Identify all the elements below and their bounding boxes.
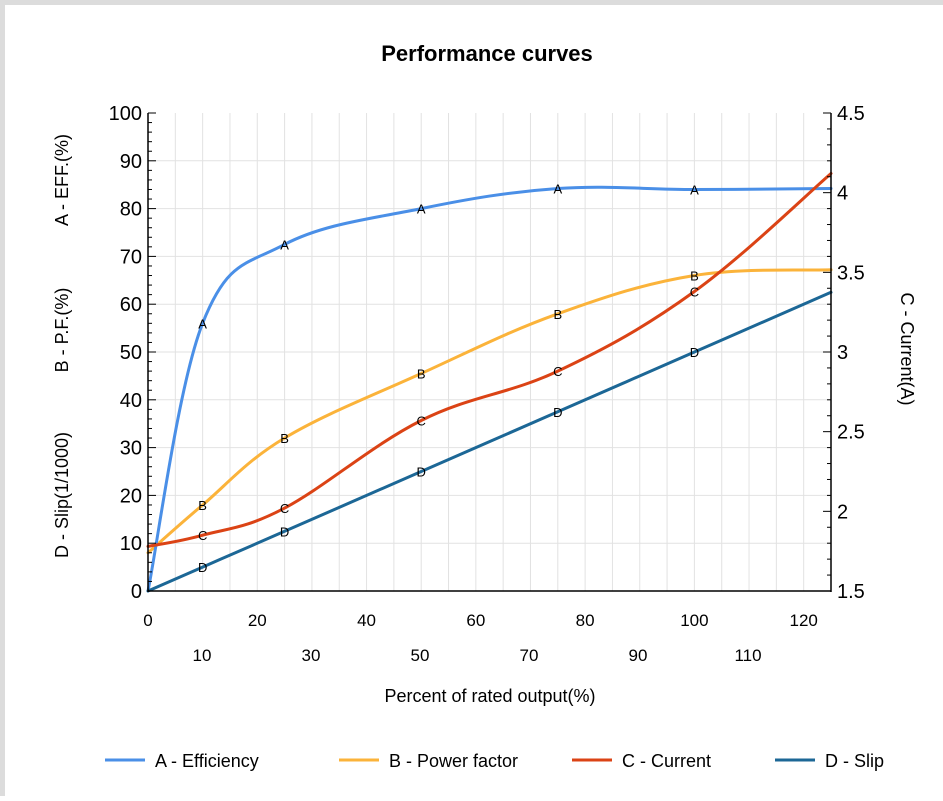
legend-label-d: D - Slip — [825, 751, 884, 771]
x-axis-label: Percent of rated output(%) — [384, 686, 595, 706]
x-tick-label-secondary: 110 — [734, 646, 761, 665]
series-line-c — [146, 172, 833, 548]
series-marker-d: D — [417, 465, 426, 480]
series-marker-a: A — [280, 237, 289, 252]
series-marker-a: A — [417, 202, 426, 217]
chart-title: Performance curves — [381, 41, 593, 66]
y-left-tick-label: 90 — [120, 151, 142, 173]
y-right-tick-label: 4.5 — [837, 103, 865, 125]
legend-label-c: C - Current — [622, 751, 711, 771]
series-marker-c: C — [417, 414, 426, 429]
x-tick-label: 80 — [576, 611, 595, 630]
series-marker-a: A — [198, 316, 207, 331]
y-left-tick-label: 50 — [120, 342, 142, 364]
series-marker-c: C — [198, 528, 207, 543]
x-tick-label: 100 — [680, 611, 708, 630]
y-left-tick-label: 0 — [131, 581, 142, 603]
series-marker-a: A — [553, 182, 562, 197]
series-marker-c: C — [553, 364, 562, 379]
x-tick-label: 20 — [248, 611, 267, 630]
x-tick-label: 60 — [466, 611, 485, 630]
series-marker-b: B — [198, 498, 207, 513]
series-marker-a: A — [690, 182, 699, 197]
left-axis-label-part: B - P.F.(%) — [52, 288, 72, 373]
right-axis-label: C - Current(A) — [897, 292, 917, 405]
left-axis-label: D - Slip(1/1000) B - P.F.(%) A - EFF.(%) — [52, 134, 72, 558]
series-marker-d: D — [280, 524, 289, 539]
x-tick-label-secondary: 10 — [193, 646, 212, 665]
legend-label-a: A - Efficiency — [155, 751, 259, 771]
series-line-a — [146, 185, 833, 593]
x-tick-label-secondary: 70 — [520, 646, 539, 665]
y-left-tick-label: 20 — [120, 485, 142, 507]
x-tick-label-secondary: 50 — [411, 646, 430, 665]
y-left-tick-label: 10 — [120, 533, 142, 555]
y-right-tick-label: 2.5 — [837, 422, 865, 444]
y-left-tick-label: 70 — [120, 246, 142, 268]
x-tick-label-secondary: 30 — [302, 646, 321, 665]
grid — [148, 113, 831, 591]
y-right-tick-label: 1.5 — [837, 581, 865, 603]
series-marker-c: C — [280, 501, 289, 516]
y-left-tick-label: 80 — [120, 199, 142, 221]
left-axis-label-part: A - EFF.(%) — [52, 134, 72, 226]
x-tick-label: 120 — [789, 611, 817, 630]
tick-labels: 0 10 20 30 40 50 60 70 80 90 100 1.5 2 2.5 3 3.5 4 4.5 0 20… — [109, 103, 865, 665]
y-right-tick-label: 4 — [837, 183, 848, 205]
y-left-tick-label: 40 — [120, 390, 142, 412]
series-marker-b: B — [690, 269, 699, 284]
axes — [147, 112, 832, 592]
series-line-b — [146, 268, 833, 555]
y-right-tick-label: 3 — [837, 342, 848, 364]
y-right-tick-label: 3.5 — [837, 262, 865, 284]
left-axis-label-part: D - Slip(1/1000) — [52, 432, 72, 558]
series-line-d — [146, 290, 833, 593]
series-marker-b: B — [553, 307, 562, 322]
series-marker-c: C — [690, 284, 699, 299]
series-marker-d: D — [690, 345, 699, 360]
y-left-tick-label: 30 — [120, 438, 142, 460]
x-tick-label: 0 — [143, 611, 152, 630]
y-left-tick-label: 60 — [120, 294, 142, 316]
legend: A - Efficiency B - Power factor C - Curren… — [105, 751, 884, 771]
legend-label-b: B - Power factor — [389, 751, 518, 771]
y-left-tick-label: 100 — [109, 103, 142, 125]
x-tick-label: 40 — [357, 611, 376, 630]
series-marker-d: D — [198, 560, 207, 575]
y-right-tick-label: 2 — [837, 501, 848, 523]
series-marker-b: B — [417, 367, 426, 382]
series-marker-b: B — [280, 431, 289, 446]
series-marker-d: D — [553, 405, 562, 420]
x-tick-label-secondary: 90 — [629, 646, 648, 665]
